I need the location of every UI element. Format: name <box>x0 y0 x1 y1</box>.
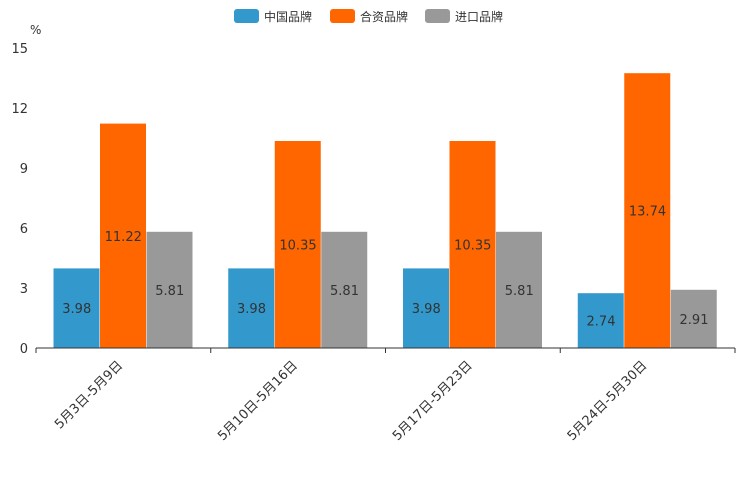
bar-value-label: 3.98 <box>237 302 266 317</box>
bars <box>53 73 717 348</box>
legend-swatch <box>425 9 450 23</box>
legend-item[interactable]: 中国品牌 <box>234 9 312 24</box>
x-tick-label: 5月17日-5月23日 <box>390 358 476 444</box>
bar <box>496 231 542 348</box>
x-tick-label: 5月3日-5月9日 <box>52 358 126 432</box>
bar-value-label: 3.98 <box>62 302 91 317</box>
y-tick-label: 12 <box>11 102 28 117</box>
bar-value-label: 3.98 <box>412 302 441 317</box>
bar-value-label: 2.74 <box>587 315 616 330</box>
bar-value-label: 5.81 <box>505 284 534 299</box>
x-axis: 5月3日-5月9日 5月10日-5月16日 5月17日-5月23日 5月24日-5月3… <box>35 348 736 444</box>
y-axis: 0 3 6 9 12 15 <box>11 42 28 357</box>
y-tick-label: 3 <box>20 282 28 297</box>
legend-label: 合资品牌 <box>360 9 408 24</box>
bar <box>100 123 146 348</box>
bar <box>403 268 449 348</box>
bar <box>228 268 275 348</box>
bar <box>577 293 624 348</box>
bar <box>624 73 671 348</box>
legend-label: 中国品牌 <box>264 9 312 24</box>
y-axis-unit-label: % <box>30 23 41 37</box>
bar-value-label: 11.22 <box>105 230 142 245</box>
y-tick-label: 9 <box>20 162 28 177</box>
bar-value-label: 10.35 <box>454 239 491 254</box>
bar <box>146 231 193 348</box>
bar-value-label: 10.35 <box>279 239 316 254</box>
legend-item[interactable]: 合资品牌 <box>330 9 408 24</box>
data-labels: 3.98 11.22 5.81 3.98 10.35 5.81 3.98 10.35 5.81 2… <box>62 205 708 330</box>
bar-value-label: 5.81 <box>330 284 359 299</box>
x-tick-label: 5月10日-5月16日 <box>215 358 301 444</box>
y-tick-label: 0 <box>20 342 28 357</box>
legend-item[interactable]: 进口品牌 <box>425 9 503 24</box>
y-tick-label: 15 <box>11 42 28 57</box>
bar-value-label: 13.74 <box>629 205 666 220</box>
bar-value-label: 2.91 <box>680 313 709 328</box>
legend-swatch <box>330 9 355 23</box>
y-tick-label: 6 <box>20 222 28 237</box>
bar <box>449 141 496 348</box>
x-tick-label: 5月24日-5月30日 <box>565 358 651 444</box>
legend-swatch <box>234 9 259 23</box>
legend[interactable]: 中国品牌 合资品牌 进口品牌 <box>234 9 503 24</box>
bar-value-label: 5.81 <box>155 284 184 299</box>
bar <box>670 289 717 348</box>
bar <box>53 268 100 348</box>
legend-label: 进口品牌 <box>455 10 503 24</box>
bar <box>321 231 368 348</box>
bar <box>274 141 321 348</box>
